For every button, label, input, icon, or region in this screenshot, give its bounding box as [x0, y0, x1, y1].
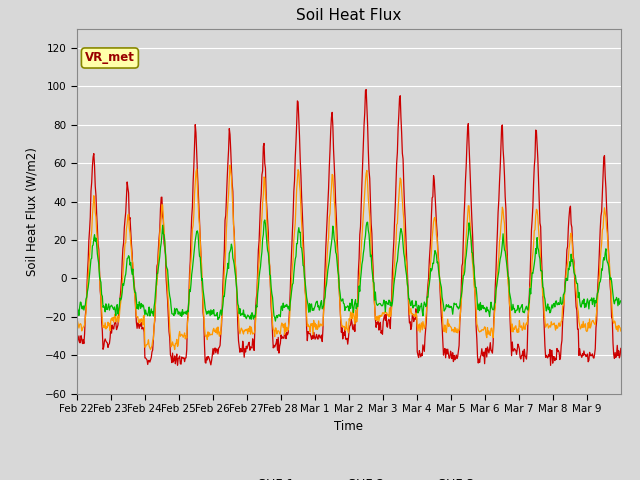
Line: SHF 1: SHF 1 [77, 89, 621, 365]
SHF 3 [237, 312, 244, 318]
SHF 1 [137, 323, 145, 329]
SHF 3 [617, 298, 625, 303]
SHF 3 [73, 303, 81, 309]
SHF 3 [437, 281, 445, 287]
SHF 1 [436, 286, 444, 291]
SHF 3 [285, 308, 293, 313]
Line: SHF 2: SHF 2 [77, 165, 621, 349]
SHF 1 [406, 320, 413, 326]
SHF 3 [271, 318, 279, 324]
SHF 2 [238, 326, 246, 332]
SHF 1 [264, 219, 271, 225]
Line: SHF 3: SHF 3 [77, 220, 621, 321]
Y-axis label: Soil Heat Flux (W/m2): Soil Heat Flux (W/m2) [26, 147, 39, 276]
SHF 3 [406, 300, 414, 306]
SHF 2 [137, 319, 145, 325]
SHF 1 [73, 337, 81, 343]
X-axis label: Time: Time [334, 420, 364, 432]
SHF 2 [285, 316, 293, 322]
SHF 2 [437, 289, 445, 295]
SHF 2 [73, 325, 81, 331]
SHF 3 [264, 251, 272, 256]
SHF 3 [137, 306, 145, 312]
SHF 1 [237, 346, 244, 351]
SHF 2 [147, 347, 154, 352]
Title: Soil Heat Flux: Soil Heat Flux [296, 9, 401, 24]
SHF 1 [547, 362, 554, 368]
SHF 2 [617, 328, 625, 334]
Legend: SHF 1, SHF 2, SHF 3: SHF 1, SHF 2, SHF 3 [218, 473, 479, 480]
SHF 1 [617, 346, 625, 351]
SHF 2 [406, 309, 414, 314]
SHF 2 [226, 162, 234, 168]
Text: VR_met: VR_met [85, 51, 135, 64]
SHF 2 [265, 252, 273, 258]
SHF 3 [261, 217, 269, 223]
SHF 1 [284, 330, 292, 336]
SHF 1 [362, 86, 370, 92]
